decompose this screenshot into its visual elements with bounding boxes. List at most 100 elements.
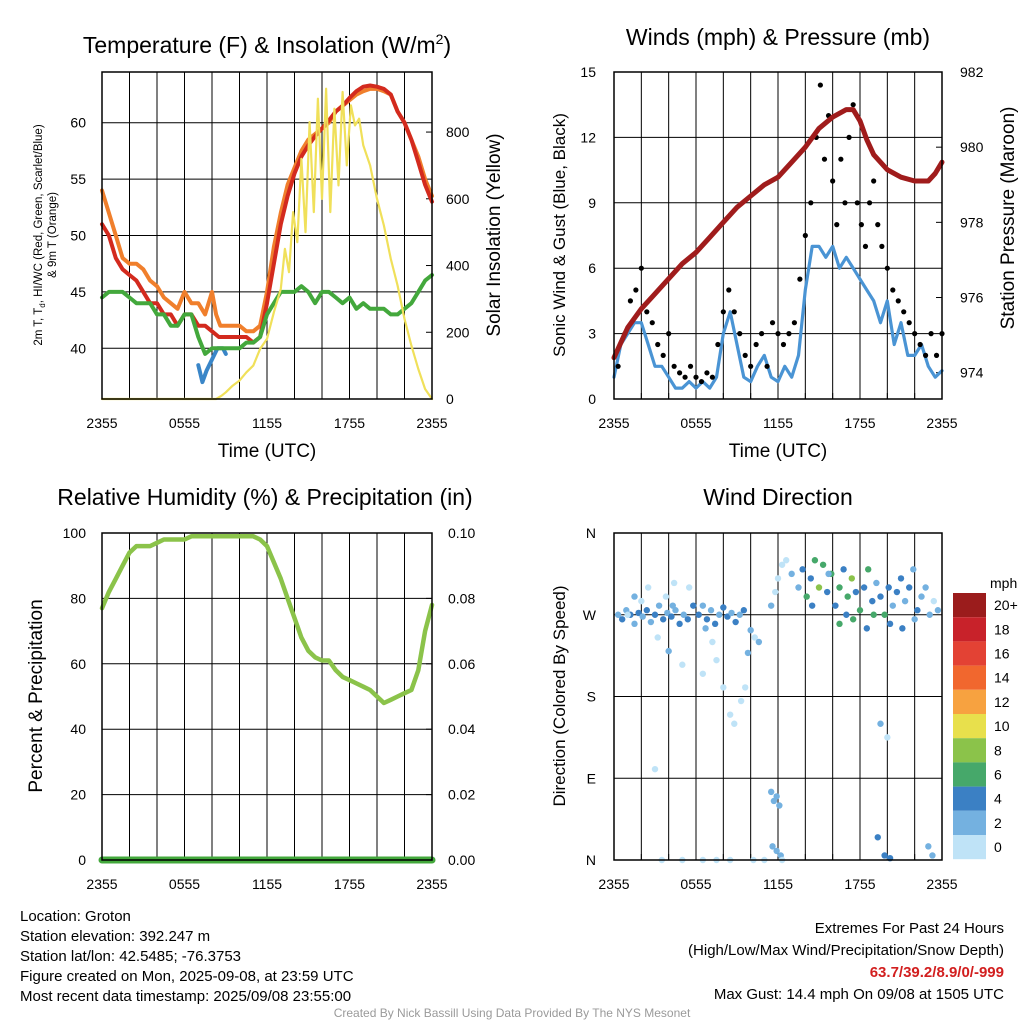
- gust-point: [842, 200, 848, 206]
- direction-point: [824, 588, 831, 596]
- legend-swatch: [953, 835, 986, 860]
- x-tick-label: 1155: [763, 876, 793, 892]
- direction-point: [631, 593, 638, 600]
- series-line-station-pressure: [611, 107, 945, 361]
- gust-point: [666, 331, 672, 337]
- legend-label: 2: [994, 815, 1002, 831]
- gust-point: [638, 265, 644, 271]
- direction-point: [776, 802, 783, 809]
- direction-point: [774, 575, 782, 582]
- legend-label: 12: [994, 694, 1010, 710]
- legend-label: 20+: [994, 597, 1018, 613]
- direction-point: [651, 765, 659, 773]
- left-tick-label: 0: [588, 391, 596, 407]
- left-tick-label: 50: [70, 228, 86, 244]
- direction-point: [807, 575, 814, 582]
- left-tick-label: 12: [580, 129, 596, 145]
- direction-point: [877, 593, 884, 600]
- gust-point: [649, 320, 655, 326]
- temperature-title: Temperature (F) & Insolation (W/m2): [83, 31, 451, 58]
- direction-point: [873, 579, 880, 587]
- x-tick-label: 2355: [416, 415, 447, 431]
- gust-point: [627, 298, 634, 304]
- gust-point: [726, 287, 732, 293]
- recent-data-text: Most recent data timestamp: 2025/09/08 2…: [20, 988, 352, 1005]
- direction-point: [747, 626, 754, 634]
- direction-point: [881, 611, 888, 618]
- direction-point: [769, 843, 776, 850]
- direction-point: [655, 602, 663, 609]
- gust-point: [846, 134, 852, 140]
- gust-point: [644, 309, 650, 315]
- x-tick-label: 2355: [598, 415, 629, 431]
- direction-point: [670, 579, 678, 587]
- direction-point: [639, 613, 646, 620]
- temperature-panel: Temperature (F) & Insolation (W/m2) 2m T…: [33, 31, 505, 462]
- direction-point: [720, 604, 727, 611]
- direction-point: [724, 613, 731, 620]
- direction-point: [849, 616, 857, 623]
- x-tick-label: 0555: [680, 876, 711, 892]
- direction-point: [929, 852, 936, 859]
- gust-point: [769, 320, 776, 326]
- direction-point: [910, 566, 917, 573]
- direction-point: [660, 616, 667, 623]
- gust-point: [862, 243, 869, 249]
- gust-point: [671, 363, 677, 369]
- direction-point: [906, 584, 913, 591]
- series-line-2m-t: [100, 83, 434, 345]
- plot-frame: [613, 532, 943, 861]
- direction-point: [665, 647, 672, 655]
- direction-point: [737, 697, 745, 705]
- temperature-right-ylabel: Solar Insolation (Yellow): [484, 133, 505, 336]
- gust-point: [875, 222, 881, 228]
- direction-point: [751, 634, 758, 641]
- gust-point: [895, 298, 901, 304]
- direction-point: [635, 609, 642, 617]
- direction-point: [844, 593, 851, 600]
- latlon-text: Station lat/lon: 42.5485; -76.3753: [20, 948, 242, 965]
- direction-point: [643, 607, 650, 614]
- direction-point: [676, 620, 683, 628]
- extremes-values: 63.7/39.2/8.9/0/-999: [869, 964, 1004, 981]
- left-tick-label: 20: [70, 787, 86, 803]
- x-tick-label: 2355: [86, 876, 117, 892]
- direction-point: [934, 607, 942, 614]
- extremes-description: (High/Low/Max Wind/Precipitation/Snow De…: [688, 942, 1004, 959]
- extremes-title: Extremes For Past 24 Hours: [814, 920, 1004, 937]
- gust-point: [615, 363, 621, 369]
- gust-point: [923, 352, 929, 358]
- x-tick-label: 1755: [844, 876, 875, 892]
- gust-point: [901, 309, 907, 315]
- elevation-text: Station elevation: 392.247 m: [20, 928, 211, 945]
- gust-point: [866, 200, 873, 206]
- direction-point: [893, 588, 901, 596]
- direction-point: [848, 575, 855, 582]
- direction-point: [870, 611, 877, 618]
- humidity-panel: Relative Humidity (%) & Precipitation (i…: [26, 484, 475, 892]
- direction-point: [783, 557, 790, 564]
- direction-point: [685, 584, 693, 591]
- legend-swatch: [953, 714, 986, 739]
- direction-point: [744, 649, 752, 657]
- direction-point: [726, 711, 734, 718]
- max-gust-text: Max Gust: 14.4 mph On 09/08 at 1505 UTC: [713, 986, 1004, 1003]
- left-tick-label: 80: [70, 590, 86, 606]
- gust-point: [912, 331, 918, 337]
- left-tick-label: 60: [70, 115, 86, 131]
- legend-swatch: [953, 738, 986, 763]
- gust-point: [928, 331, 934, 337]
- right-tick-label: 974: [960, 365, 984, 381]
- x-tick-label: 2355: [416, 876, 447, 892]
- direction-point: [795, 584, 802, 591]
- direction-point: [767, 788, 775, 796]
- gust-point: [709, 374, 716, 380]
- direction-point: [897, 575, 905, 582]
- left-tick-label: 100: [63, 525, 87, 541]
- x-tick-label: 1155: [252, 415, 282, 431]
- legend-swatch: [953, 810, 986, 835]
- direction-point: [852, 588, 860, 596]
- direction-point: [654, 634, 661, 641]
- direction-point: [651, 611, 659, 618]
